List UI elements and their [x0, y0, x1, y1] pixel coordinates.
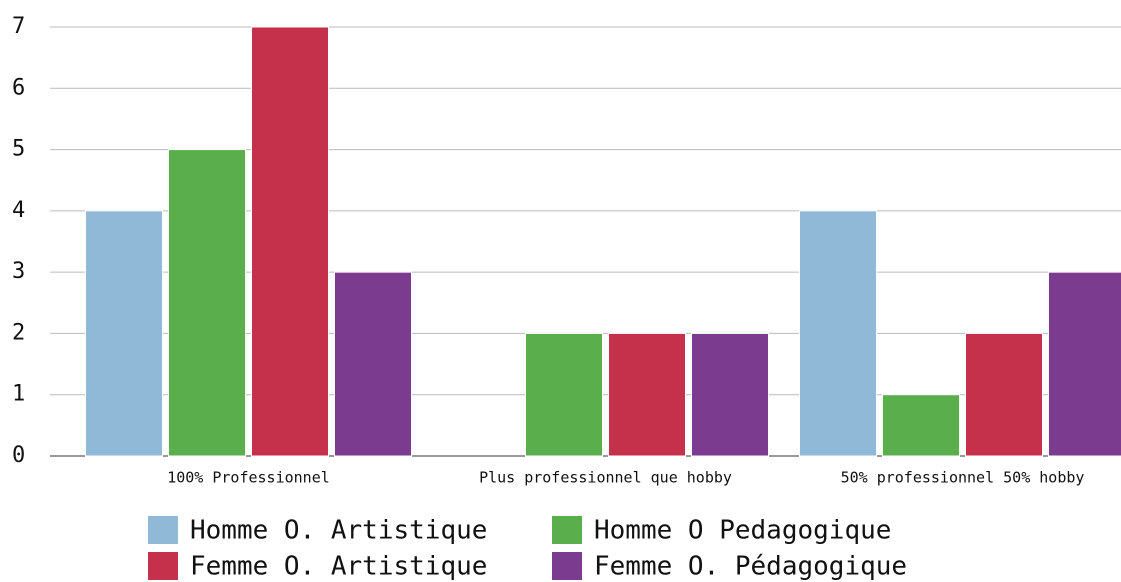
- legend-swatch: [552, 516, 582, 544]
- bar: [882, 394, 960, 457]
- bar: [965, 332, 1043, 457]
- bar: [525, 332, 603, 457]
- bar: [251, 26, 329, 457]
- legend-label: Femme O. Artistique: [190, 552, 487, 582]
- bar: [1048, 271, 1121, 457]
- y-tick-label: 1: [12, 382, 25, 407]
- x-tick-label: Plus professionnel que hobby: [479, 469, 732, 487]
- bar: [608, 332, 686, 457]
- y-tick-label: 0: [12, 443, 25, 468]
- y-tick-label: 6: [12, 75, 25, 100]
- bar: [85, 210, 163, 457]
- y-tick-label: 5: [12, 137, 25, 162]
- legend-swatch: [148, 552, 178, 580]
- x-tick-label: 100% Professionnel: [167, 469, 330, 487]
- y-tick-label: 4: [12, 198, 25, 223]
- legend-label: Homme O Pedagogique: [594, 516, 891, 546]
- bar: [168, 149, 246, 457]
- legend-label: Femme O. Pédagogique: [594, 552, 907, 582]
- legend-label: Homme O. Artistique: [190, 516, 487, 546]
- x-tick-label: 50% professionnel 50% hobby: [841, 469, 1085, 487]
- bar: [334, 271, 412, 457]
- bar: [691, 332, 769, 457]
- legend-swatch: [552, 552, 582, 580]
- bar: [799, 210, 877, 457]
- y-tick-label: 3: [12, 259, 25, 284]
- legend-swatch: [148, 516, 178, 544]
- y-tick-label: 2: [12, 320, 25, 345]
- y-tick-label: 7: [12, 14, 25, 39]
